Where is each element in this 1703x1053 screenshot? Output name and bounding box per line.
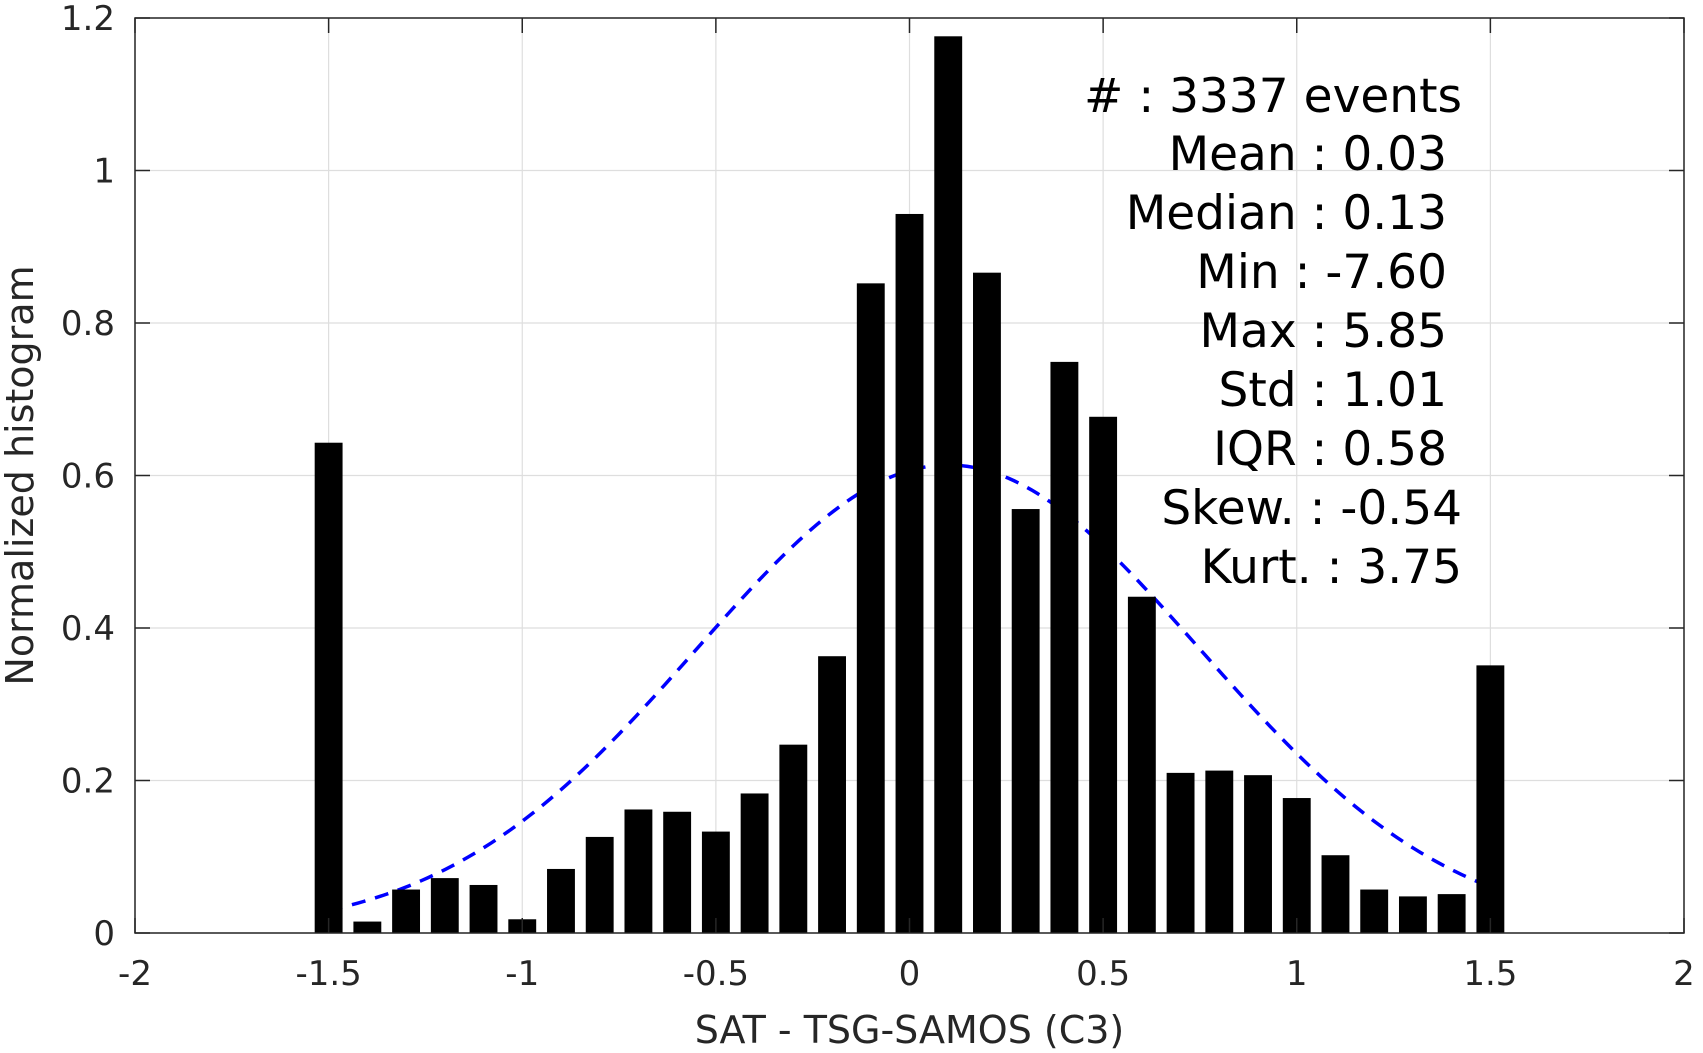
histogram-bar xyxy=(1244,775,1272,933)
y-tick-label: 0.6 xyxy=(61,457,115,497)
histogram-bar xyxy=(934,36,963,934)
y-tick-label: 0 xyxy=(93,914,115,954)
histogram-bar xyxy=(1476,665,1505,933)
histogram-bar xyxy=(1398,896,1427,933)
histogram-bar xyxy=(895,213,924,933)
stats-line: Std : 1.01 xyxy=(1219,363,1447,418)
histogram-bar xyxy=(430,878,459,933)
histogram-bar xyxy=(1282,798,1311,933)
axis-ticks xyxy=(134,17,1685,934)
y-axis-label: Normalized histogram xyxy=(0,265,42,685)
stats-line: Min : -7.60 xyxy=(1196,245,1447,300)
x-tick-label: -2 xyxy=(118,954,152,994)
histogram-bar xyxy=(663,811,692,933)
x-tick-label: 0.5 xyxy=(1076,954,1130,994)
stats-line: Median : 0.13 xyxy=(1126,186,1447,241)
histogram-bar xyxy=(1360,889,1389,933)
stats-line: Kurt. : 3.75 xyxy=(1201,540,1462,595)
histogram-bars xyxy=(314,36,1505,934)
histogram-bar xyxy=(1011,509,1040,933)
x-tick-label: 2 xyxy=(1673,954,1695,994)
x-tick-label: -1 xyxy=(505,954,539,994)
histogram-bar xyxy=(1437,894,1466,933)
histogram-bar xyxy=(818,656,846,933)
y-tick-label: 0.4 xyxy=(61,609,115,649)
x-tick-label: 1 xyxy=(1286,954,1308,994)
histogram-bar xyxy=(1050,361,1079,933)
histogram-bar xyxy=(392,889,421,933)
x-tick-label: -0.5 xyxy=(683,954,749,994)
histogram-bar xyxy=(856,283,885,934)
x-tick-label: 0 xyxy=(899,954,921,994)
histogram-bar xyxy=(353,921,382,933)
histogram-bar xyxy=(585,836,614,933)
histogram-bar xyxy=(973,272,1001,933)
y-tick-label: 0.8 xyxy=(61,304,115,344)
stats-line: IQR : 0.58 xyxy=(1213,422,1447,477)
x-tick-label: -1.5 xyxy=(295,954,361,994)
x-tick-labels: -2 -1.5 -1 -0.5 0 0.5 1 1.5 2 xyxy=(118,954,1695,994)
stats-line: Skew. : -0.54 xyxy=(1161,481,1462,536)
x-axis-label: SAT - TSG-SAMOS (C3) xyxy=(695,1008,1125,1052)
histogram-bar xyxy=(1205,770,1234,933)
histogram-bar xyxy=(547,868,575,933)
y-tick-label: 1 xyxy=(93,152,115,192)
stats-line: Mean : 0.03 xyxy=(1169,127,1447,182)
y-tick-labels: 0 0.2 0.4 0.6 0.8 1 1.2 xyxy=(61,0,115,954)
stats-count: # : 3337 events xyxy=(1084,69,1462,124)
histogram-bar xyxy=(1166,772,1195,933)
histogram-bar xyxy=(1127,596,1156,933)
y-tick-label: 0.2 xyxy=(61,762,115,802)
histogram-bar xyxy=(1089,416,1118,934)
x-tick-label: 1.5 xyxy=(1463,954,1517,994)
histogram-bar xyxy=(701,831,730,933)
y-tick-label: 1.2 xyxy=(61,0,115,39)
stats-line: Max : 5.85 xyxy=(1199,304,1447,359)
histogram-bar xyxy=(740,793,769,933)
histogram-bar xyxy=(624,809,653,933)
histogram-bar xyxy=(1321,855,1350,933)
histogram-bar xyxy=(314,442,343,933)
histogram-bar xyxy=(779,744,808,933)
histogram-bar xyxy=(469,884,498,933)
